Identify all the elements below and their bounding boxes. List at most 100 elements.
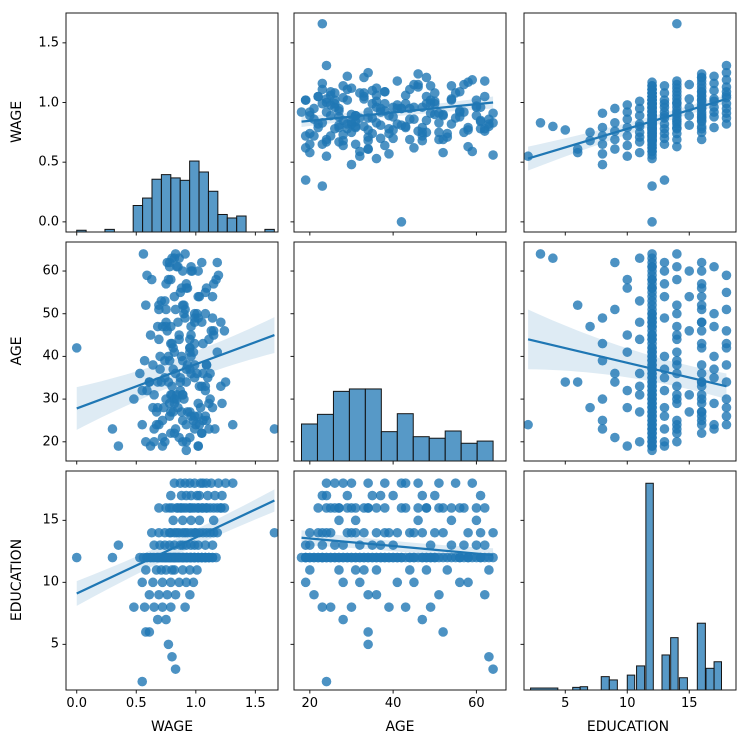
scatter-point [696, 300, 707, 310]
scatter-point [371, 527, 382, 538]
scatter-point [367, 552, 378, 563]
scatter-point [219, 325, 230, 336]
scatter-point [696, 428, 707, 439]
y-tick-label-education: 15 [42, 512, 59, 528]
scatter-point [313, 91, 323, 102]
scatter-point [325, 131, 336, 141]
scatter-point [672, 308, 682, 319]
scatter-point [149, 390, 159, 400]
scatter-point [156, 296, 167, 306]
scatter-point [379, 86, 390, 97]
scatter-point [622, 385, 633, 396]
scatter-point [177, 515, 188, 526]
panel-spines [293, 12, 507, 233]
panel-spines [65, 12, 279, 233]
x-tick-label-education: 5 [561, 696, 570, 711]
scatter-point [659, 98, 670, 109]
scatter-point [421, 503, 432, 513]
scatter-point [155, 364, 165, 375]
scatter-point [672, 347, 682, 357]
scatter-point [338, 577, 348, 588]
scatter-point [634, 147, 645, 158]
panel-spines [523, 470, 737, 691]
scatter-point [305, 147, 315, 158]
scatter-point [317, 78, 328, 89]
scatter-point [355, 552, 365, 563]
scatter-point [359, 565, 369, 575]
scatter-point [168, 407, 178, 417]
scatter-point [371, 117, 382, 128]
scatter-point [721, 103, 732, 114]
scatter-point [572, 300, 583, 310]
scatter-point [350, 527, 361, 538]
scatter-point [338, 92, 348, 103]
scatter-point [696, 95, 707, 105]
scatter-point [363, 478, 373, 488]
scatter-point [217, 398, 227, 409]
scatter-point [622, 107, 633, 117]
scatter-point [684, 390, 695, 400]
scatter-point [317, 181, 328, 191]
scatter-point [185, 478, 195, 488]
scatter-point [207, 540, 218, 550]
scatter-point [392, 100, 403, 110]
histogram-bar [300, 423, 318, 461]
scatter-point [721, 60, 732, 71]
regression-line [301, 101, 494, 123]
scatter-point [572, 147, 583, 158]
scatter-point [321, 151, 332, 162]
scatter-point [721, 377, 732, 387]
histogram-bar [151, 178, 162, 232]
x-tick-label-education: 15 [680, 696, 698, 711]
scatter-point [192, 368, 202, 379]
panel-spines [65, 470, 279, 691]
histogram-bar [236, 215, 247, 232]
panel-spines [523, 12, 737, 233]
scatter-point [413, 515, 423, 526]
scatter-point [696, 257, 707, 268]
scatter-point [185, 503, 195, 513]
scatter-point [207, 291, 218, 302]
scatter-point [659, 424, 670, 434]
panel-age-wage [62, 241, 279, 465]
scatter-point [375, 552, 386, 563]
panel-spines [523, 241, 737, 462]
scatter-point [622, 151, 633, 162]
scatter-point [207, 402, 218, 413]
scatter-point [409, 577, 419, 588]
scatter-point [177, 565, 188, 575]
scatter-point [138, 249, 149, 259]
scatter-point [721, 394, 732, 404]
scatter-point [446, 503, 457, 513]
scatter-point [421, 72, 432, 83]
scatter-point [359, 527, 369, 538]
scatter-point [334, 565, 344, 575]
scatter-point [409, 527, 419, 538]
histogram-bar [476, 440, 494, 461]
scatter-point [709, 261, 719, 272]
scatter-point [425, 540, 436, 550]
scatter-point [647, 321, 657, 332]
scatter-point [174, 577, 184, 588]
scatter-point [208, 279, 219, 289]
histogram-bar [678, 677, 688, 690]
scatter-point [342, 490, 353, 501]
histogram-bar [600, 676, 610, 690]
scatter-point [709, 398, 719, 409]
scatter-point [321, 107, 332, 117]
scatter-point [425, 602, 436, 612]
scatter-point [325, 602, 336, 612]
scatter-point [634, 407, 645, 417]
scatter-point [709, 321, 719, 332]
scatter-point [524, 151, 533, 162]
scatter-point [622, 114, 633, 125]
scatter-point [300, 131, 311, 141]
scatter-point [166, 428, 176, 439]
scatter-point [213, 270, 224, 281]
scatter-point [350, 515, 361, 526]
panel-wage-age [290, 12, 507, 236]
scatter-point [684, 325, 695, 336]
scatter-point [170, 552, 181, 563]
scatter-point [180, 249, 190, 259]
